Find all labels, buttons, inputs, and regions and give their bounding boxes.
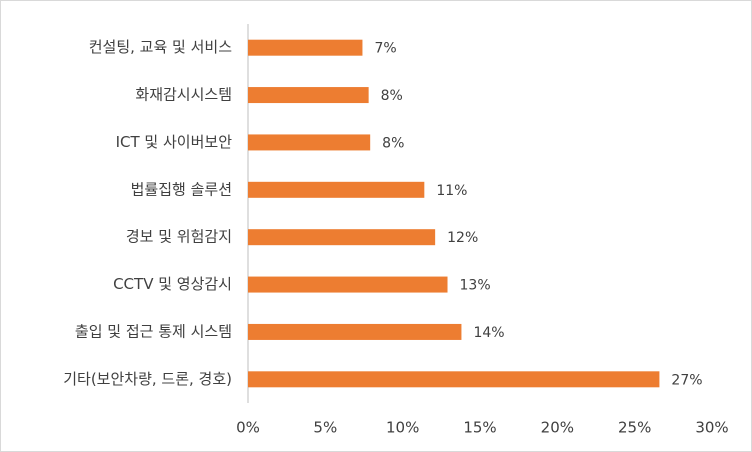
y-tick-label: 화재감시시스템 [135,86,232,104]
value-label: 7% [374,41,396,57]
y-tick-label: ICT 및 사이버보안 [116,133,233,151]
value-label: 8% [381,88,403,104]
y-tick-label: 법률집행 솔루션 [131,180,232,198]
x-tick-label: 25% [618,419,651,437]
value-label: 13% [460,278,491,294]
x-tick-label: 0% [236,419,260,437]
y-tick-label: 출입 및 접근 통제 시스템 [75,322,232,340]
value-label: 14% [473,325,504,341]
bar [248,229,436,246]
x-tick-label: 5% [313,419,337,437]
bar [248,181,425,198]
x-tick-label: 30% [695,419,728,437]
value-label: 27% [671,372,702,388]
y-tick-label: CCTV 및 영상감시 [113,275,232,293]
bar [248,134,371,151]
x-tick-label: 15% [463,419,496,437]
y-tick-label: 컨설팅, 교육 및 서비스 [89,38,232,56]
bar [248,87,369,104]
bar [248,39,363,56]
y-tick-label: 경보 및 위험감지 [126,228,232,246]
value-label: 12% [447,230,478,246]
x-tick-label: 20% [541,419,574,437]
value-label: 8% [382,135,404,151]
value-label: 11% [436,183,467,199]
y-tick-label: 기타(보안차량, 드론, 경호) [63,370,232,388]
bar [248,276,448,293]
x-tick-label: 10% [386,419,419,437]
bar [248,371,660,388]
bar [248,323,462,340]
